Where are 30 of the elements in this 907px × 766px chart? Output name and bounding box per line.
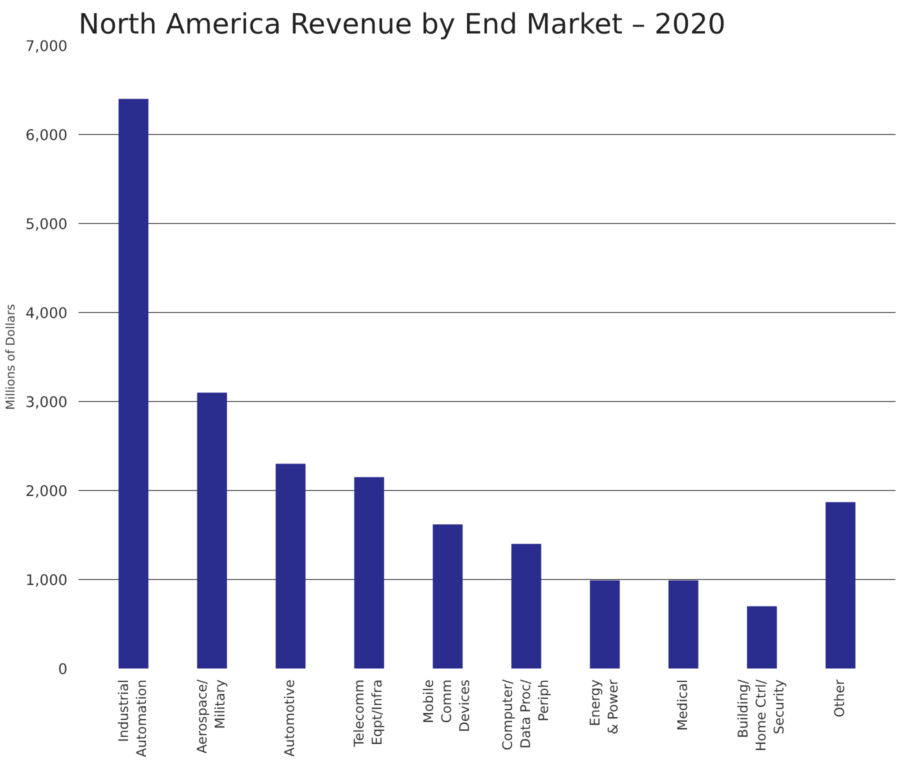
y-tick-label: 2,000 — [26, 483, 68, 500]
bar — [118, 98, 148, 668]
x-tick-label: Automotive — [283, 679, 298, 757]
bar — [432, 524, 463, 668]
x-tick-label: Industrial Automation — [116, 679, 150, 758]
y-tick-label: 4,000 — [26, 305, 68, 322]
bar — [276, 464, 306, 668]
x-tick-label: Mobile Comm Devices — [422, 679, 474, 732]
x-tick-label: Medical — [676, 680, 691, 731]
bar — [668, 580, 698, 668]
x-tick-label: Aerospace/ Military — [196, 678, 229, 754]
bar — [197, 392, 227, 668]
bar — [354, 477, 384, 668]
bar — [511, 544, 542, 668]
y-tick-label: 1,000 — [26, 572, 68, 589]
bar — [590, 580, 620, 668]
y-tick-label: 3,000 — [26, 394, 68, 411]
y-tick-label: 0 — [58, 661, 68, 678]
y-tick-label: 5,000 — [26, 216, 68, 233]
x-tick-label: Energy & Power — [588, 678, 622, 734]
bar — [826, 502, 856, 668]
y-axis-title: Millions of Dollars — [4, 304, 18, 410]
y-tick-label: 6,000 — [26, 127, 68, 144]
x-tick-label: Other — [833, 678, 848, 718]
x-tick-label: Building/ Home Ctrl/ Security — [736, 678, 788, 752]
y-tick-label: 7,000 — [26, 38, 68, 55]
x-tick-label: Computer/ Data Proc/ Periph — [500, 678, 552, 750]
bar — [747, 606, 777, 668]
chart-title: North America Revenue by End Market – 2020 — [78, 8, 726, 40]
x-tick-label: Telecomm Eqpt/Infra — [352, 679, 386, 748]
